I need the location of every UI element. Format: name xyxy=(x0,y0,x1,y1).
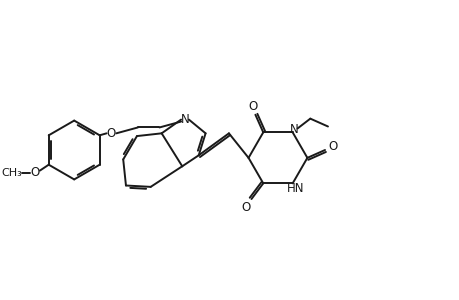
Text: HN: HN xyxy=(286,182,304,195)
Text: N: N xyxy=(290,123,298,136)
Text: CH₃: CH₃ xyxy=(1,168,22,178)
Text: O: O xyxy=(30,166,39,179)
Text: O: O xyxy=(106,127,116,140)
Text: O: O xyxy=(328,140,337,153)
Text: N: N xyxy=(180,113,189,126)
Text: O: O xyxy=(241,201,250,214)
Text: O: O xyxy=(248,100,257,113)
